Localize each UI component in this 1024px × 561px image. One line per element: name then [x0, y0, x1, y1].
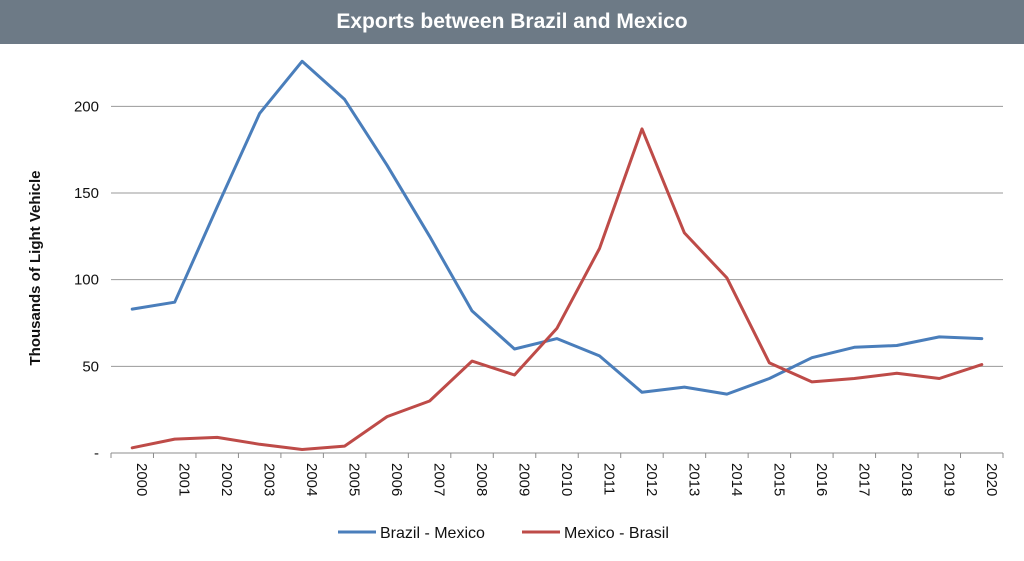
series-line-2	[130, 127, 984, 451]
x-tick-label: 2016	[813, 463, 830, 496]
x-tick-label: 2002	[218, 463, 235, 496]
y-axis-tick-labels: - 50 100 150 200	[74, 98, 99, 462]
y-tick-label: 200	[74, 98, 99, 115]
y-axis-title: Thousands of Light Vehicle	[27, 170, 44, 365]
x-tick-label: 2006	[388, 463, 405, 496]
x-tick-label: 2012	[643, 463, 660, 496]
x-tick-label: 2010	[558, 463, 575, 496]
x-tick-label: 2015	[770, 463, 787, 496]
x-tick-label: 2017	[855, 463, 872, 496]
x-tick-label: 2018	[898, 463, 915, 496]
x-tick-label: 2005	[346, 463, 363, 496]
x-tick-label: 2004	[303, 463, 320, 496]
x-tick-label: 2000	[133, 463, 150, 496]
legend: Brazil - Mexico Mexico - Brasil	[338, 525, 669, 542]
title-bar: Exports between Brazil and Mexico	[0, 0, 1024, 44]
y-tick-label: 150	[74, 185, 99, 202]
x-tick-label: 2013	[685, 463, 702, 496]
x-tick-label: 2003	[261, 463, 278, 496]
chart-title: Exports between Brazil and Mexico	[336, 10, 688, 33]
x-axis-tick-labels: 2000 2001 2002 2003 2004 2005 2006 2007 2008 2009…	[133, 463, 1000, 496]
x-tick-label: 2020	[983, 463, 1000, 496]
legend-label: Mexico - Brasil	[564, 525, 669, 542]
series-line-1	[130, 59, 984, 396]
x-axis-ticks	[110, 453, 1004, 458]
series-lines	[130, 59, 984, 451]
x-tick-label: 2007	[431, 463, 448, 496]
x-tick-label: 2001	[176, 463, 193, 496]
x-tick-label: 2009	[516, 463, 533, 496]
x-tick-label: 2011	[600, 463, 617, 495]
x-tick-label: 2008	[473, 463, 490, 496]
y-tick-label: 100	[74, 272, 99, 289]
y-tick-label: -	[94, 445, 99, 462]
x-tick-label: 2019	[940, 463, 957, 496]
legend-label: Brazil - Mexico	[380, 525, 485, 542]
gridlines	[111, 105, 1003, 367]
y-tick-label: 50	[82, 358, 99, 375]
x-tick-label: 2014	[728, 463, 745, 496]
